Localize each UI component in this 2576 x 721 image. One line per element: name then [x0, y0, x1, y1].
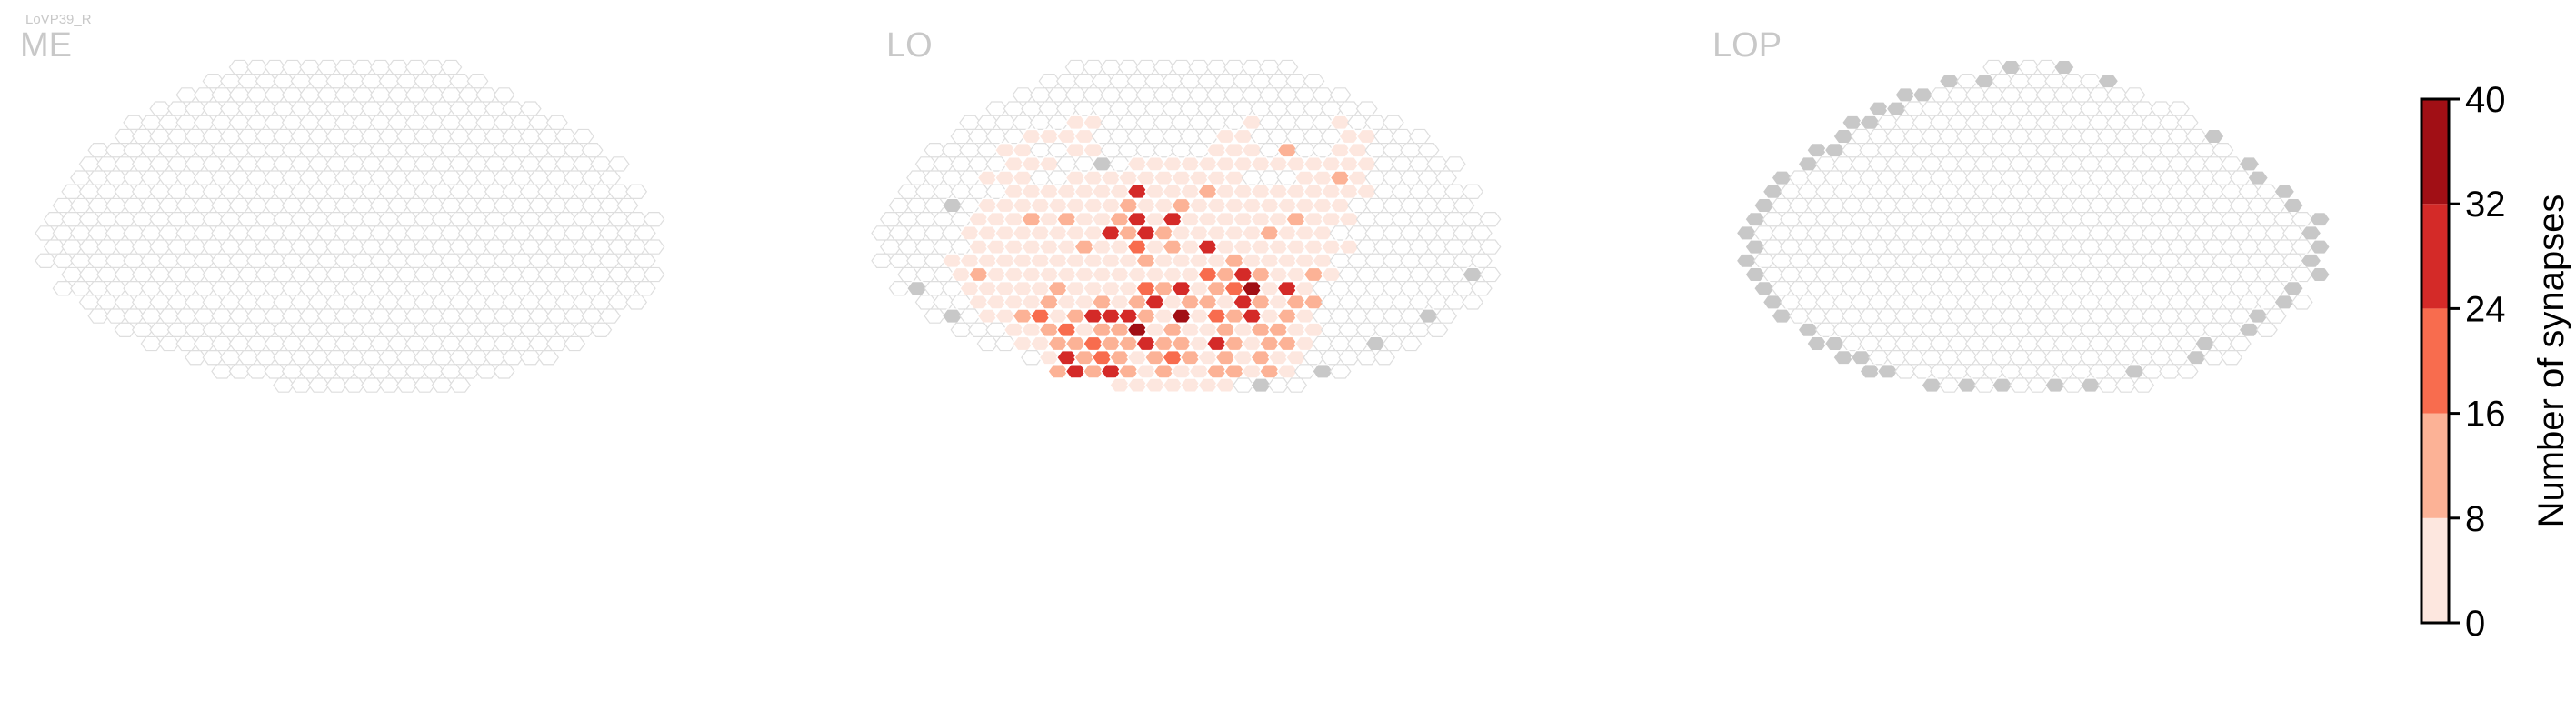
hex-grid-lo: [872, 60, 1501, 392]
hex-cell-empty: [626, 185, 646, 198]
hex-cell-empty: [538, 351, 558, 365]
hex-cell-empty: [441, 60, 461, 74]
hex-cell-empty: [1410, 129, 1430, 143]
hex-cell-empty: [2222, 351, 2242, 365]
hex-cell-empty: [609, 157, 629, 171]
hex-grid-me: [35, 60, 664, 392]
hex-grid-lop: [1736, 60, 2330, 392]
hex-cell-empty: [1286, 378, 1306, 392]
hex-cell-empty: [494, 88, 514, 102]
hex-cell-empty: [2169, 102, 2189, 115]
panel-me: ME: [20, 26, 664, 392]
hex-cell-empty: [1330, 88, 1350, 102]
hex-cell-empty: [2177, 365, 2197, 378]
hex-cell-empty: [1445, 157, 1465, 171]
hex-cell-empty: [626, 295, 646, 309]
hex-cell-empty: [1480, 240, 1500, 254]
colorbar-bin: [2421, 414, 2449, 518]
hex-cell-empty: [1418, 144, 1438, 157]
colorbar-tick-label: 24: [2465, 289, 2506, 329]
hex-cell-empty: [635, 282, 655, 295]
colorbar-bin: [2421, 518, 2449, 623]
hex-cell-empty: [1463, 185, 1483, 198]
panel-title-lop: LOP: [1712, 26, 1782, 65]
colorbar-bins: [2421, 99, 2449, 623]
hex-cell-outside: [2274, 185, 2294, 198]
colorbar-bin: [2421, 204, 2449, 308]
hex-cell-empty: [467, 75, 487, 88]
hex-cell-empty: [1480, 213, 1500, 226]
hex-cell-empty: [1436, 171, 1456, 185]
colorbar: 0 8 16 24 32 40 Number of synapses: [2421, 80, 2571, 644]
hex-cell-empty: [2133, 378, 2153, 392]
hex-cell-empty: [600, 171, 620, 185]
hex-cell-outside: [2283, 282, 2303, 295]
hex-cell-outside: [2301, 254, 2321, 267]
colorbar-bin: [2421, 99, 2449, 204]
hex-cell-outside: [2098, 75, 2118, 88]
colorbar-tick-label: 8: [2465, 499, 2485, 539]
hex-cell-empty: [1357, 102, 1377, 115]
hex-cell-outside: [2054, 60, 2074, 74]
hex-cell-empty: [564, 336, 584, 350]
hex-cell-empty: [1427, 323, 1447, 336]
hex-cell-empty: [2124, 88, 2144, 102]
hex-cell-empty: [547, 115, 567, 129]
hex-cell-empty: [1480, 267, 1500, 281]
colorbar-label: Number of synapses: [2531, 195, 2571, 528]
hex-cell-empty: [591, 323, 611, 336]
hex-cell-empty: [521, 102, 541, 115]
hex-cell-empty: [1453, 198, 1473, 212]
colorbar-tick-label: 16: [2465, 395, 2506, 435]
panel-title-lo: LO: [886, 26, 933, 65]
hex-cell-empty: [1436, 309, 1456, 323]
hex-cell-empty: [1303, 75, 1323, 88]
hex-cell-empty: [617, 198, 637, 212]
hex-cell-empty: [450, 378, 470, 392]
hex-cell-empty: [644, 213, 664, 226]
hex-cell-empty: [600, 309, 620, 323]
hex-cell-outside: [2310, 240, 2330, 254]
hex-cell-empty: [2265, 309, 2285, 323]
hex-cell-empty: [1330, 365, 1350, 378]
hex-cell-empty: [1401, 336, 1421, 350]
hex-cell-outside: [2239, 157, 2259, 171]
hex-cell-outside: [2204, 129, 2224, 143]
colorbar-ticks: 0 8 16 24 32 40: [2449, 80, 2506, 644]
colorbar-bin: [2421, 308, 2449, 413]
hex-cell-empty: [644, 240, 664, 254]
hex-cell-empty: [635, 226, 655, 240]
hex-cell-empty: [582, 144, 602, 157]
hex-cell-empty: [2257, 323, 2277, 336]
colorbar-tick-label: 40: [2465, 80, 2506, 120]
panel-lop: LOP: [1712, 26, 2330, 392]
hex-cell-empty: [574, 129, 594, 143]
colorbar-tick-label: 32: [2465, 185, 2506, 225]
hex-cell-empty: [635, 254, 655, 267]
hex-cell-empty: [2212, 144, 2232, 157]
hex-cell-empty: [1472, 226, 1492, 240]
hex-cell-outside: [2310, 267, 2330, 281]
hex-cell-empty: [2231, 336, 2251, 350]
neuron-label: LoVP39_R: [25, 12, 92, 27]
hex-cell-empty: [1463, 295, 1483, 309]
hex-cell-outside: [2283, 198, 2303, 212]
hex-cell-empty: [1383, 115, 1403, 129]
panel-lo: LO: [872, 26, 1501, 392]
hex-cell-empty: [2292, 295, 2312, 309]
hex-cell-empty: [1277, 60, 1297, 74]
hex-cell-empty: [1472, 282, 1492, 295]
hex-cell-empty: [644, 267, 664, 281]
hex-cell-empty: [1472, 254, 1492, 267]
hex-cell-outside: [2248, 171, 2268, 185]
panel-title-me: ME: [20, 26, 72, 65]
hex-cell-outside: [2310, 213, 2330, 226]
hex-cell-empty: [2177, 115, 2197, 129]
hex-cell-empty: [494, 365, 514, 378]
colorbar-tick-label: 0: [2465, 604, 2485, 644]
hex-cell-outside: [2301, 226, 2321, 240]
hex-cell-empty: [1374, 351, 1394, 365]
